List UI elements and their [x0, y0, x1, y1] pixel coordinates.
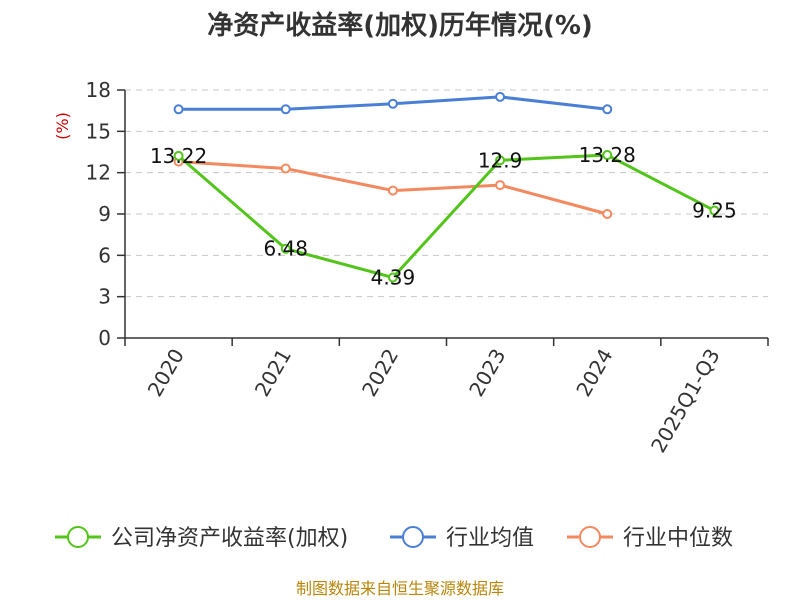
x-tick-label-2025Q1-Q3: 2025Q1-Q3	[646, 345, 725, 457]
series-group	[173, 91, 720, 283]
source-note: 制图数据来自恒生聚源数据库	[296, 579, 504, 598]
data-labels: 13.22 6.48 4.39 12.9 13.28 9.25	[150, 143, 737, 289]
y-tick-label-15: 15	[86, 119, 111, 143]
series-2-point-1	[280, 163, 291, 174]
grid-lines	[125, 89, 768, 298]
y-tick-label-9: 9	[98, 202, 111, 226]
y-tick-label-6: 6	[98, 243, 111, 267]
x-tick-label-2022: 2022	[357, 345, 403, 401]
series-0-point-3	[495, 155, 506, 166]
y-tick-label-0: 0	[98, 326, 111, 350]
series-0-point-0	[173, 150, 184, 161]
series-2-point-4	[602, 209, 613, 219]
x-tick-label-2023: 2023	[464, 345, 510, 401]
legend-marker-2	[579, 526, 601, 548]
legend-marker-1	[402, 526, 424, 548]
x-tick-label-2020: 2020	[143, 345, 189, 401]
series-0-point-5	[709, 205, 720, 216]
y-tick-label-18: 18	[86, 78, 111, 102]
axes: 0 3 6 9 12 15 18 2020 2021 2022 2023 2024 2025Q1-Q3	[86, 78, 769, 457]
y-axis-label: (%)	[53, 112, 72, 140]
x-tick-label-2024: 2024	[571, 345, 617, 401]
data-label-2: 4.39	[371, 266, 416, 290]
data-label-5: 9.25	[692, 199, 737, 223]
legend: 公司净资产收益率(加权) 行业均值 行业中位数	[55, 526, 733, 551]
series-2-point-2	[387, 185, 398, 196]
legend-label-2: 行业中位数	[623, 526, 733, 551]
data-label-3: 12.9	[478, 148, 523, 172]
series-1-point-1	[280, 104, 291, 115]
series-0-point-4	[602, 150, 613, 161]
series-0-point-2	[387, 272, 398, 283]
data-label-1: 6.48	[263, 237, 308, 261]
series-0-point-1	[280, 243, 291, 254]
series-line-0	[177, 153, 716, 280]
data-label-0: 13.22	[150, 144, 207, 168]
chart-title: 净资产收益率(加权)历年情况(%)	[207, 10, 593, 41]
y-tick-label-3: 3	[98, 285, 111, 309]
series-1-point-4	[602, 104, 613, 115]
data-label-4: 13.28	[579, 143, 636, 167]
legend-label-1: 行业均值	[446, 526, 534, 551]
series-1-point-2	[387, 98, 398, 109]
y-tick-label-12: 12	[86, 161, 111, 185]
legend-label-0: 公司净资产收益率(加权)	[111, 526, 348, 551]
series-1-point-3	[495, 91, 506, 102]
series-2-point-3	[495, 180, 506, 191]
x-tick-label-2021: 2021	[250, 345, 296, 401]
series-1-point-0	[173, 104, 184, 115]
legend-marker-0	[67, 526, 89, 548]
